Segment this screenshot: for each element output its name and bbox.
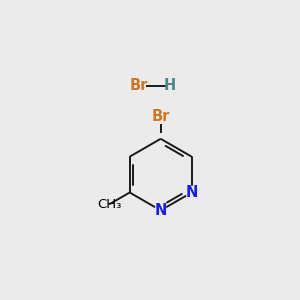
Text: CH₃: CH₃: [98, 198, 122, 211]
Text: N: N: [154, 203, 167, 218]
Text: N: N: [185, 185, 198, 200]
Text: H: H: [164, 78, 176, 93]
Text: Br: Br: [152, 109, 170, 124]
Text: Br: Br: [130, 78, 148, 93]
